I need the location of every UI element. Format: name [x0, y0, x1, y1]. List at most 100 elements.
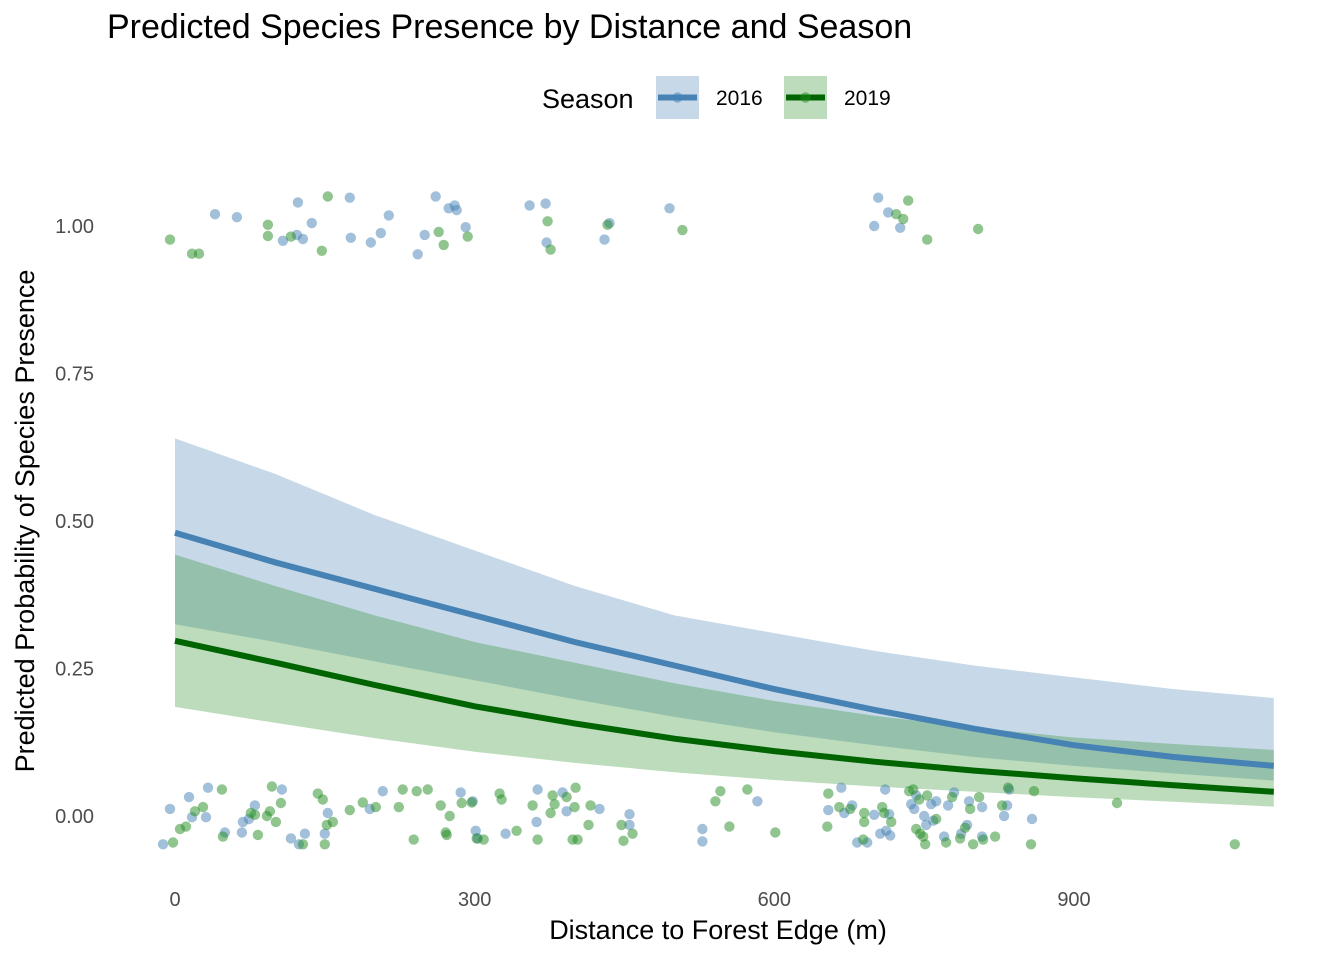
data-point-2016 [285, 833, 297, 844]
data-point-2019 [496, 794, 507, 805]
fit-line-2019 [174, 637, 1274, 795]
x-axis: 0 300 600 900 [169, 889, 1090, 911]
chart-title: Predicted Species Presence by Distance a… [107, 8, 912, 46]
data-point-2019 [967, 839, 979, 850]
y-tick-label: 0.00 [55, 806, 94, 828]
x-tick-label: 300 [458, 889, 491, 911]
data-point-2019 [262, 230, 274, 242]
data-point-2016 [500, 828, 511, 839]
data-point-2016 [183, 791, 195, 803]
data-point-2016 [460, 222, 471, 233]
data-point-2019 [1229, 839, 1241, 850]
confidence-ribbon-2016 [175, 438, 1274, 781]
data-point-2019 [859, 807, 870, 819]
data-point-2019 [444, 810, 455, 822]
data-point-2019 [393, 801, 404, 813]
legend-label-2019: 2019 [844, 87, 891, 110]
legend-label-2016: 2016 [716, 87, 763, 110]
data-point-2016 [236, 827, 248, 838]
data-point-2019 [908, 784, 919, 795]
data-point-2016 [455, 787, 466, 798]
data-point-2019 [397, 784, 408, 795]
data-point-2019 [466, 797, 477, 808]
legend-key-point-2019 [800, 92, 811, 103]
data-point-2016 [869, 220, 880, 232]
data-point-2016 [885, 830, 896, 841]
data-point-2016 [919, 810, 930, 822]
data-point-2019 [710, 796, 721, 807]
data-point-2019 [197, 801, 209, 813]
data-point-2019 [823, 788, 834, 799]
data-point-2019 [561, 791, 572, 803]
data-point-2016 [292, 197, 304, 208]
data-point-2019 [989, 831, 1001, 842]
data-point-2019 [570, 782, 581, 793]
data-point-2019 [585, 800, 596, 811]
data-point-2019 [478, 834, 489, 845]
data-point-2019 [616, 819, 627, 831]
data-point-2019 [264, 806, 276, 817]
data-point-2016 [383, 210, 394, 221]
data-point-2019 [859, 816, 870, 828]
y-axis: 0.00 0.25 0.50 0.75 1.00 [55, 216, 94, 828]
data-point-2019 [532, 834, 543, 845]
data-point-2019 [922, 234, 933, 245]
data-point-2019 [316, 245, 327, 256]
data-point-2019 [317, 794, 328, 805]
data-point-2016 [531, 816, 542, 828]
data-point-2019 [959, 822, 971, 833]
data-point-2016 [880, 784, 891, 795]
data-point-2019 [903, 195, 914, 206]
data-point-2016 [200, 812, 212, 823]
data-point-2019 [547, 790, 558, 801]
data-point-2016 [883, 207, 894, 218]
data-point-2019 [435, 800, 446, 811]
data-point-2019 [549, 799, 560, 810]
data-point-2016 [752, 796, 763, 807]
data-point-2016 [697, 836, 708, 847]
data-point-2019 [180, 821, 192, 832]
data-point-2019 [583, 819, 594, 831]
data-point-2019 [602, 219, 613, 230]
data-point-2019 [572, 834, 583, 845]
data-point-2019 [511, 825, 522, 836]
data-point-2019 [677, 224, 688, 236]
data-point-2016 [594, 803, 605, 815]
confidence-ribbon-2019 [175, 554, 1274, 807]
data-point-2019 [940, 837, 952, 848]
data-point-2016 [873, 192, 884, 203]
data-point-2019 [1111, 797, 1123, 809]
data-point-2019 [914, 794, 925, 805]
data-point-2019 [441, 829, 452, 841]
data-point-2016 [157, 839, 169, 850]
data-point-2019 [898, 213, 909, 225]
data-point-2016 [976, 801, 988, 813]
data-point-2016 [322, 807, 333, 819]
legend: Season 2016 2019 [542, 76, 891, 119]
data-point-2019 [946, 791, 958, 803]
data-point-2016 [524, 200, 535, 211]
data-point-2019 [322, 191, 333, 202]
data-point-2016 [561, 806, 572, 817]
data-points [157, 191, 1241, 850]
data-point-2019 [189, 806, 201, 817]
data-point-2019 [715, 786, 726, 797]
y-axis-label: Predicted Probability of Species Presenc… [10, 270, 40, 773]
data-point-2016 [231, 212, 243, 223]
data-point-2016 [319, 828, 330, 839]
data-point-2019 [319, 839, 330, 850]
data-point-2019 [569, 801, 580, 813]
data-point-2019 [408, 834, 419, 845]
data-point-2019 [275, 797, 287, 809]
data-point-2019 [193, 248, 205, 259]
data-point-2019 [618, 835, 629, 846]
data-point-2019 [422, 784, 433, 795]
data-point-2019 [216, 784, 228, 795]
data-point-2019 [931, 813, 942, 825]
data-point-2016 [430, 191, 441, 202]
data-point-2019 [834, 801, 845, 813]
data-point-2016 [375, 227, 386, 239]
data-point-2019 [438, 239, 449, 251]
data-point-2016 [345, 232, 356, 243]
